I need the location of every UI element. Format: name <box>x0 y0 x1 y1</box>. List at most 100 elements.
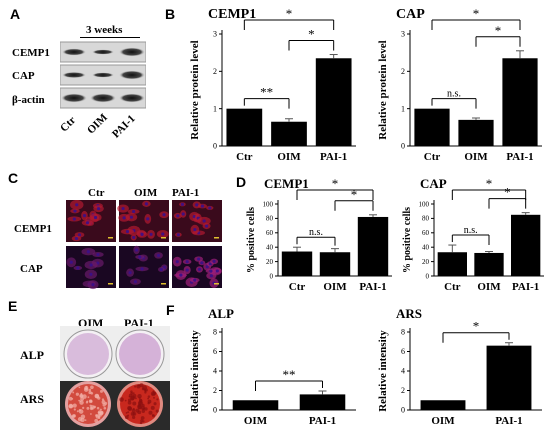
ars-speck <box>141 409 146 414</box>
ars-speck <box>148 410 153 415</box>
if-nucleus <box>202 219 206 223</box>
y-tick-label: 0 <box>401 406 405 415</box>
if-nucleus <box>197 257 201 261</box>
band-cap-oim <box>92 72 114 78</box>
ars-speck <box>90 413 92 415</box>
if-nucleus <box>77 233 82 237</box>
ars-speck <box>75 392 79 396</box>
chart-title: CAP <box>396 7 425 22</box>
ars-speck <box>96 406 100 410</box>
if-nucleus <box>129 215 134 219</box>
y-axis-label: % positive cells <box>402 207 413 273</box>
ars-speck <box>147 397 150 400</box>
sig-label: * <box>332 176 339 191</box>
ars-speck <box>78 409 84 414</box>
sig-label: * <box>504 185 511 200</box>
if-col-label-ctr: Ctr <box>88 187 105 199</box>
if-nucleus <box>69 260 73 264</box>
ars-speck <box>124 399 127 402</box>
if-nucleus <box>132 235 136 240</box>
chart-f-alp: ALP Relative intensity 0 2 4 6 8 OIM PAI-1 ** <box>189 306 356 427</box>
ars-speck <box>142 420 145 423</box>
if-nucleus <box>175 260 179 264</box>
ars-speck <box>156 398 159 401</box>
y-tick-label: 2 <box>401 67 405 76</box>
if-nucleus <box>91 283 95 287</box>
ars-speck <box>128 393 133 398</box>
ars-speck <box>124 415 129 420</box>
plate-row-label-alp: ALP <box>20 348 44 362</box>
x-tick-label-pai-1: PAI-1 <box>309 415 336 427</box>
if-nucleus <box>82 214 87 218</box>
if-nucleus <box>122 216 126 220</box>
bar-ctr <box>414 108 450 146</box>
ars-speck <box>86 406 90 410</box>
bar-pai-1 <box>357 216 389 276</box>
ars-speck <box>137 401 142 405</box>
blot-row-label-cap: CAP <box>12 70 35 82</box>
if-nucleus <box>132 209 136 214</box>
band-actin-oim <box>90 93 116 103</box>
ars-speck <box>147 395 151 398</box>
sig-label: n.s. <box>464 225 478 236</box>
western-blot-image <box>60 41 146 109</box>
if-nucleus <box>212 259 216 264</box>
if-nucleus <box>76 266 80 270</box>
bar-pai-1 <box>486 345 532 410</box>
panel-label-a: A <box>10 6 21 22</box>
y-tick-label: 0 <box>213 142 217 151</box>
if-row-label-cemp1: CEMP1 <box>14 223 52 235</box>
x-tick-label-pai-1: PAI-1 <box>320 151 347 163</box>
ars-speck <box>88 390 92 395</box>
if-nucleus <box>96 252 100 257</box>
sig-label: n.s. <box>447 89 461 100</box>
if-nucleus <box>72 217 76 221</box>
bar-oim <box>319 252 351 276</box>
y-tick-label: 0 <box>270 272 274 280</box>
band-actin-pai <box>119 93 145 103</box>
if-row-label-cap: CAP <box>20 263 43 275</box>
ars-speck <box>132 392 135 395</box>
ars-speck <box>153 396 155 399</box>
ars-speck <box>95 414 98 417</box>
if-nucleus <box>185 268 189 272</box>
ars-speck <box>153 402 157 406</box>
y-tick-label: 0 <box>426 272 430 280</box>
sig-label: * <box>473 319 480 334</box>
if-nucleus <box>133 280 138 284</box>
x-tick-label-ctr: Ctr <box>289 281 306 293</box>
ars-speck <box>87 396 90 399</box>
ars-speck <box>68 396 73 401</box>
ars-speck <box>94 393 100 399</box>
ars-speck <box>152 414 156 418</box>
ars-speck <box>132 407 135 411</box>
immunofluorescence-image <box>66 200 222 290</box>
ars-speck <box>141 403 145 407</box>
ars-speck <box>73 408 76 411</box>
sig-label: * <box>286 6 293 21</box>
sig-label: * <box>473 6 480 21</box>
culture-plates-image <box>60 326 170 430</box>
ars-speck <box>104 402 108 405</box>
ars-speck <box>78 386 81 389</box>
ars-speck <box>76 410 79 413</box>
y-tick-label: 2 <box>401 386 405 395</box>
chart-b-cemp1: CEMP1 Relative protein level 0 1 2 3 Ctr OIM PAI… <box>189 6 356 163</box>
plate-row-label-ars: ARS <box>20 392 45 406</box>
if-nucleus <box>74 236 79 241</box>
if-nucleus <box>162 213 166 217</box>
ars-speck <box>86 400 89 403</box>
x-tick-label-oim: OIM <box>244 415 268 427</box>
if-nucleus <box>73 209 77 213</box>
ars-speck <box>139 383 144 388</box>
ars-speck <box>90 385 94 390</box>
if-nucleus <box>193 227 197 232</box>
ars-speck <box>88 399 93 404</box>
if-nucleus <box>209 274 213 278</box>
if-col-label-pai1: PAI-1 <box>172 187 200 199</box>
blot-row-label-cemp1: CEMP1 <box>12 47 50 59</box>
if-nucleus <box>200 204 205 208</box>
y-axis-label: Relative intensity <box>377 330 389 412</box>
y-axis-label: Relative protein level <box>189 40 201 139</box>
bar-oim <box>458 119 494 146</box>
